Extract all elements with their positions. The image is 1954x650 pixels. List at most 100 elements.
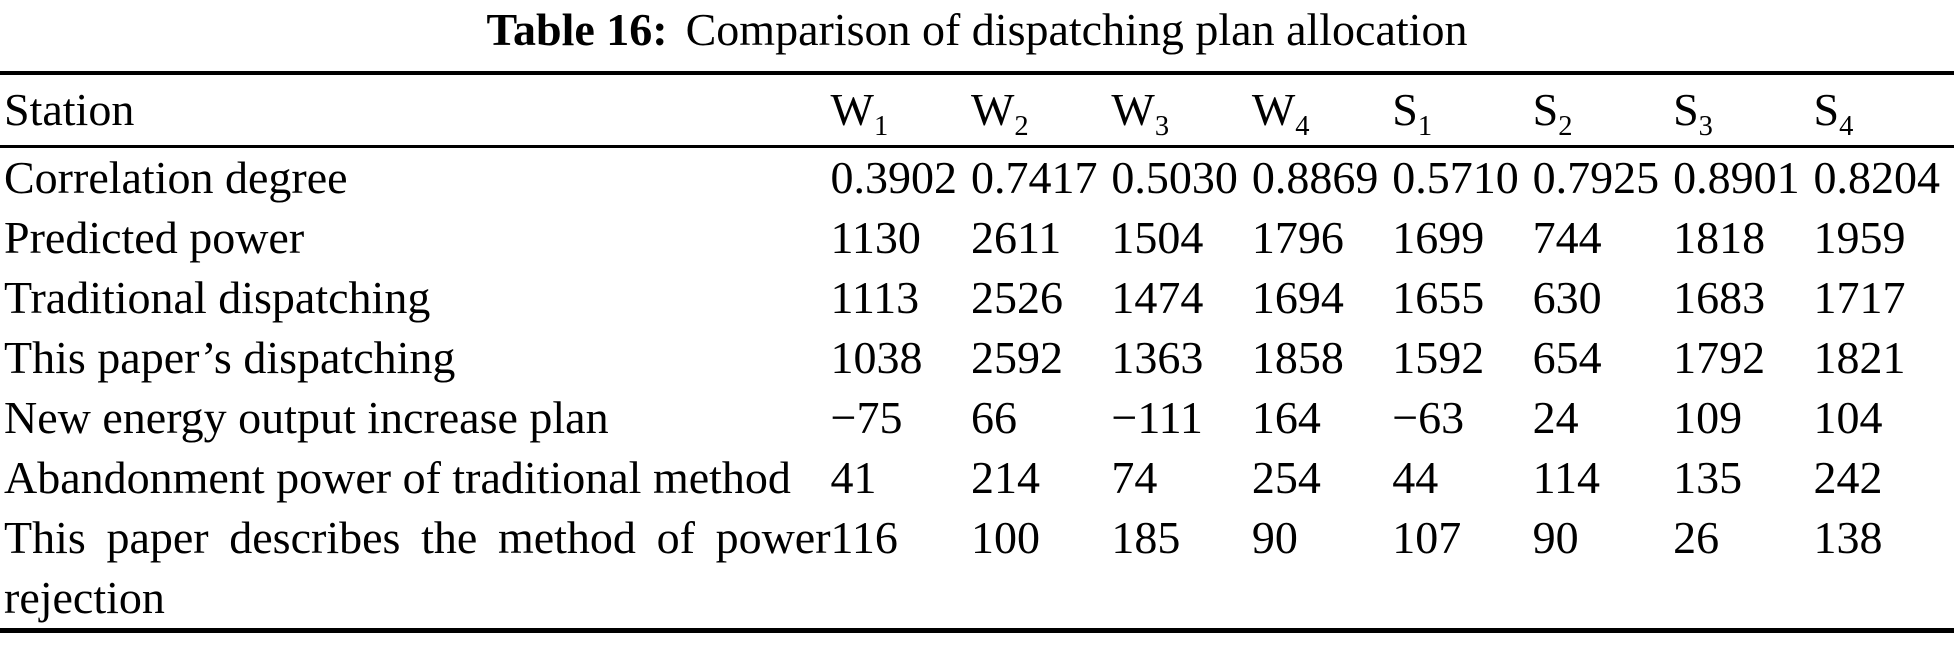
table-header: Station W1 W2 W3 W4 S1 S2 S3 S4 xyxy=(0,73,1954,148)
row-value: 2611 xyxy=(970,211,1062,263)
table-caption: Table 16: Comparison of dispatching plan … xyxy=(0,0,1954,71)
row-label: Traditional dispatching xyxy=(4,271,431,323)
table-caption-text: Comparison of dispatching plan allocatio… xyxy=(685,4,1468,55)
row-value: 185 xyxy=(1111,511,1181,563)
station-id-subscript: 3 xyxy=(1698,111,1713,143)
row-value: 630 xyxy=(1532,271,1602,323)
row-value: 1717 xyxy=(1813,271,1906,323)
row-value: 242 xyxy=(1813,451,1883,503)
station-id-subscript: 3 xyxy=(1154,111,1170,143)
row-value: 26 xyxy=(1673,511,1720,563)
row-value: 1474 xyxy=(1111,271,1204,323)
dispatching-plan-table: Station W1 W2 W3 W4 S1 S2 S3 S4 Correlation deg… xyxy=(0,71,1954,633)
row-value: 41 xyxy=(830,451,877,503)
row-value: 1683 xyxy=(1673,271,1766,323)
row-label: Correlation degree xyxy=(4,151,348,203)
row-value: 1655 xyxy=(1392,271,1485,323)
row-value: 654 xyxy=(1532,331,1602,383)
station-id-header: W3 xyxy=(1111,73,1252,148)
row-value: −63 xyxy=(1392,391,1465,443)
station-id-subscript: 4 xyxy=(1839,111,1854,143)
row-value: 1694 xyxy=(1251,271,1344,323)
row-value: 0.7417 xyxy=(970,151,1098,203)
row-value: 116 xyxy=(830,511,898,563)
table-caption-number: Table 16: xyxy=(486,4,668,55)
row-value: 1592 xyxy=(1392,331,1485,383)
table-row: Traditional dispatching 1113 2526 1474 1694 1… xyxy=(0,268,1954,328)
row-label: This paper describes the method of power… xyxy=(4,511,831,623)
station-id-header: S2 xyxy=(1532,73,1674,148)
row-value: 138 xyxy=(1813,511,1883,563)
row-value: 135 xyxy=(1673,451,1743,503)
table-row: Abandonment power of traditional method 4… xyxy=(0,448,1954,508)
row-value: 114 xyxy=(1532,451,1600,503)
row-label: This paper’s dispatching xyxy=(4,331,456,383)
table-row: Predicted power 1130 2611 1504 1796 1699 744 18… xyxy=(0,208,1954,268)
row-value: 1363 xyxy=(1111,331,1204,383)
station-id-base: W xyxy=(830,84,874,136)
station-id-header: S4 xyxy=(1813,73,1954,148)
station-id-header: W1 xyxy=(830,73,971,148)
row-value: 1130 xyxy=(830,211,921,263)
row-value: 0.7925 xyxy=(1532,151,1660,203)
row-value: 107 xyxy=(1392,511,1462,563)
row-value: −75 xyxy=(830,391,903,443)
row-value: 66 xyxy=(970,391,1017,443)
row-value: 0.8901 xyxy=(1673,151,1800,203)
header-row: Station W1 W2 W3 W4 S1 S2 S3 S4 xyxy=(0,73,1954,148)
table-row: New energy output increase plan −75 66 −111… xyxy=(0,388,1954,448)
row-value: 109 xyxy=(1673,391,1743,443)
row-value: 0.5030 xyxy=(1111,151,1238,203)
row-value: −111 xyxy=(1111,391,1203,443)
row-label: Predicted power xyxy=(4,211,305,263)
row-value: 254 xyxy=(1251,451,1321,503)
row-value: 104 xyxy=(1813,391,1883,443)
row-value: 100 xyxy=(970,511,1040,563)
station-id-subscript: 2 xyxy=(1558,111,1573,143)
station-id-header: S3 xyxy=(1673,73,1814,148)
row-value: 1959 xyxy=(1813,211,1906,263)
row-value: 1858 xyxy=(1251,331,1344,383)
station-id-header: W4 xyxy=(1251,73,1393,148)
table-body: Correlation degree 0.3902 0.7417 0.5030 0.88… xyxy=(0,146,1954,630)
station-id-base: S xyxy=(1673,84,1699,136)
row-value: 214 xyxy=(970,451,1040,503)
row-value: 1699 xyxy=(1392,211,1485,263)
table-row: This paper describes the method of power… xyxy=(0,508,1954,631)
row-value: 24 xyxy=(1532,391,1579,443)
row-value: 164 xyxy=(1251,391,1321,443)
row-value: 1792 xyxy=(1673,331,1766,383)
row-value: 2592 xyxy=(970,331,1063,383)
station-id-subscript: 4 xyxy=(1295,111,1310,143)
row-value: 90 xyxy=(1251,511,1298,563)
table-row: This paper’s dispatching 1038 2592 1363 1858… xyxy=(0,328,1954,388)
station-id-subscript: 1 xyxy=(873,111,889,143)
station-column-header: Station xyxy=(0,73,831,148)
station-id-subscript: 2 xyxy=(1014,111,1029,143)
station-id-header: S1 xyxy=(1392,73,1533,148)
row-value: 0.3902 xyxy=(830,151,958,203)
row-value: 0.5710 xyxy=(1392,151,1519,203)
row-label: New energy output increase plan xyxy=(4,391,609,443)
row-label: Abandonment power of traditional method xyxy=(4,451,791,503)
row-value: 1796 xyxy=(1251,211,1344,263)
row-value: 0.8869 xyxy=(1251,151,1379,203)
row-value: 1504 xyxy=(1111,211,1204,263)
row-value: 1038 xyxy=(830,331,923,383)
station-id-header: W2 xyxy=(970,73,1112,148)
station-id-base: W xyxy=(1111,84,1155,136)
row-value: 0.8204 xyxy=(1813,151,1941,203)
row-value: 90 xyxy=(1532,511,1579,563)
table-row: Correlation degree 0.3902 0.7417 0.5030 0.88… xyxy=(0,146,1954,208)
row-value: 744 xyxy=(1532,211,1602,263)
row-value: 44 xyxy=(1392,451,1439,503)
station-id-base: W xyxy=(1251,84,1296,136)
station-id-base: W xyxy=(970,84,1015,136)
row-value: 2526 xyxy=(970,271,1063,323)
row-value: 74 xyxy=(1111,451,1158,503)
station-id-base: S xyxy=(1392,84,1418,136)
row-value: 1113 xyxy=(830,271,920,323)
row-value: 1821 xyxy=(1813,331,1906,383)
station-id-base: S xyxy=(1813,84,1840,136)
